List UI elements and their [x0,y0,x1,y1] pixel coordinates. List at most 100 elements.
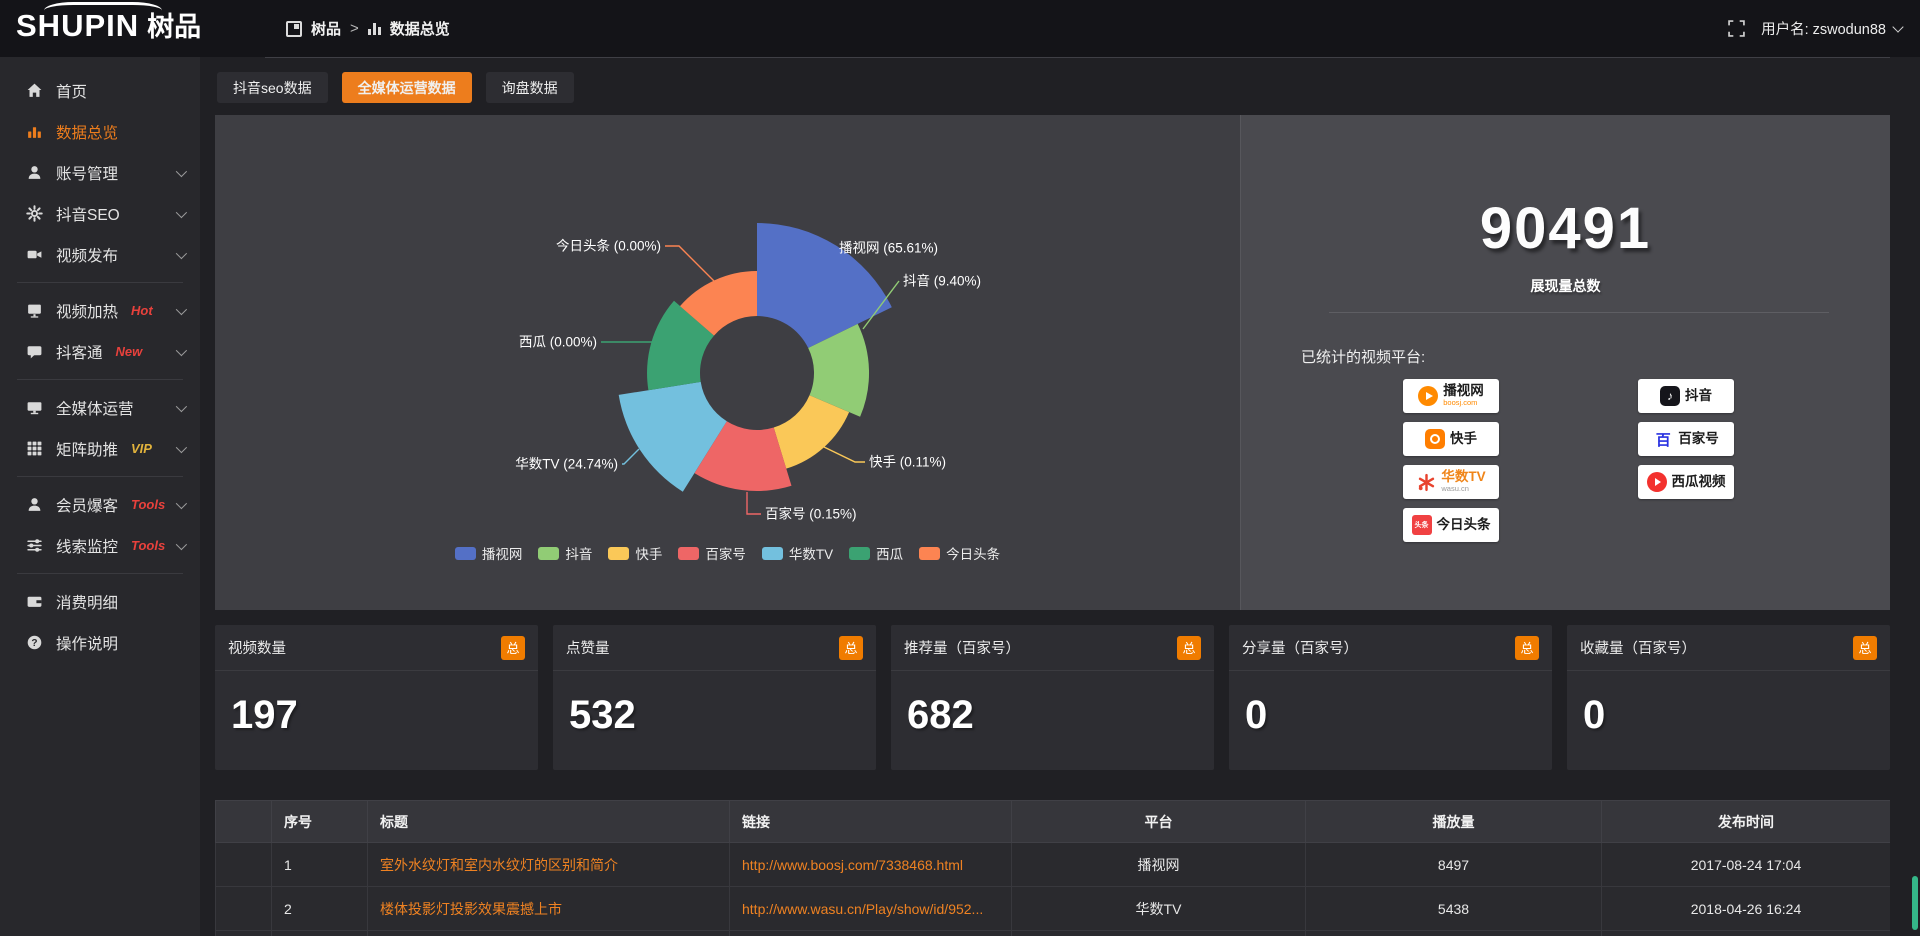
baijiahao-logo-icon: 百 [1653,429,1674,449]
empty-cell [271,930,368,936]
logo-text-en: SHUPIN [16,2,163,43]
sidebar-item-label: 视频发布 [56,247,119,265]
home-icon [26,82,43,99]
total-badge[interactable]: 总 [1177,635,1201,660]
sidebar-item-heat[interactable]: 视频加热 Hot [0,290,200,331]
sidebar-divider [17,573,183,574]
legend-swatch [919,546,941,560]
video-url-link[interactable]: http://www.wasu.cn/Play/show/id/952... [742,900,984,917]
pie-slice-播视网[interactable] [757,223,892,348]
row-index-cell: 1 [271,842,368,887]
sidebar-item-sliders[interactable]: 线索监控 Tools [0,525,200,566]
sidebar: 首页 数据总览 账号管理 抖音SEO 视频发布视频加热 Hot 抖客通 New 全媒体运营 矩阵助… [0,57,200,936]
total-badge[interactable]: 总 [501,635,525,660]
video-url-link[interactable]: http://www.boosj.com/7338468.html [742,856,964,873]
sidebar-item-grid[interactable]: 矩阵助推 VIP [0,428,200,469]
header-divider [265,57,1890,58]
wallet-icon [26,593,43,610]
platform-name: 西瓜视频 [1671,473,1726,489]
pie-slice-抖音[interactable] [808,323,870,417]
legend-item-西瓜[interactable]: 西瓜 [849,543,903,563]
fullscreen-icon[interactable] [1728,20,1745,37]
legend-label: 百家号 [705,547,746,562]
chevron-down-icon [175,247,188,259]
sidebar-item-question[interactable]: ? 操作说明 [0,622,200,663]
pie-slice-西瓜[interactable] [647,300,714,391]
tab-1[interactable]: 抖音seo数据 [217,72,328,103]
platform-badge-boosj: 播视网 boosj.com [1403,379,1499,413]
tab-3[interactable]: 询盘数据 [485,72,574,103]
platform-column: 播视网 boosj.com 快手 华数TV wasu.cn 头条 今日头条 [1403,379,1499,542]
sidebar-item-home[interactable]: 首页 [0,70,200,111]
sidebar-item-badge: Tools [131,497,166,512]
tab-2[interactable]: 全媒体运营数据 [341,72,472,103]
pie-slice-今日头条[interactable] [680,271,757,336]
stat-card-title: 收藏量（百家号） [1580,641,1696,657]
platform-name: 快手 [1450,430,1477,446]
legend-item-播视网[interactable]: 播视网 [454,543,522,563]
user-menu[interactable]: 用户名: zswodun88 [1761,18,1904,39]
sidebar-item-label: 抖客通 [56,344,103,362]
sidebar-item-video[interactable]: 视频发布 [0,234,200,275]
video-url-link-wrap: http://www.boosj.com/7338468.html [729,842,1012,887]
breadcrumb-root[interactable]: 树品 [311,21,342,38]
video-title-link-wrap: 室外水纹灯和室内水纹灯的区别和简介 [367,842,730,887]
sidebar-item-gear[interactable]: 抖音SEO [0,193,200,234]
total-badge[interactable]: 总 [1515,635,1539,660]
row-select-cell [215,886,272,931]
chevron-down-icon [175,441,188,453]
monitor-icon [26,399,43,416]
video-title-link[interactable]: 楼体投影灯投影效果震撼上市 [380,900,562,917]
breadcrumb-current[interactable]: 数据总览 [389,21,450,38]
legend-item-快手[interactable]: 快手 [608,543,662,563]
legend-swatch [761,546,783,560]
published-cell: 2018-04-26 16:24 [1601,886,1890,931]
platform-share-chart-section: 播视网 (65.61%) 抖音 (9.40%) 快手 (0.11%) 百家号 (0.1… [215,115,1240,610]
empty-cell [367,930,730,936]
column-header-6: 发布时间 [1601,800,1890,843]
sidebar-item-user[interactable]: 账号管理 [0,152,200,193]
sidebar-item-chart[interactable]: 数据总览 [0,111,200,152]
sidebar-item-badge: Tools [131,538,166,553]
stat-card-value: 197 [231,693,298,737]
column-header-2: 标题 [367,800,730,843]
sidebar-item-member[interactable]: 会员爆客 Tools [0,484,200,525]
pie-slice-华数TV[interactable] [618,381,727,492]
sidebar-item-monitor[interactable]: 全媒体运营 [0,387,200,428]
legend-item-百家号[interactable]: 百家号 [678,543,746,563]
legend-item-抖音[interactable]: 抖音 [538,543,592,563]
platform-badge-douyin: ♪ 抖音 [1638,379,1734,413]
stat-card-header: 点赞量 总 [553,625,876,671]
video-url-link-wrap: http://www.wasu.cn/Play/show/id/952... [729,886,1012,931]
user-icon [26,164,43,181]
gear-icon [26,205,43,222]
pie-slice-快手[interactable] [773,395,850,469]
platform-name: 抖音 [1685,387,1712,403]
bar-chart-icon [367,22,381,35]
total-badge[interactable]: 总 [1853,635,1877,660]
rose-pie-chart[interactable]: 播视网 (65.61%) 抖音 (9.40%) 快手 (0.11%) 百家号 (0.1… [215,115,1240,575]
legend-item-今日头条[interactable]: 今日头条 [919,543,1000,563]
pie-label-line-快手 [823,446,865,463]
overview-panel: 播视网 (65.61%) 抖音 (9.40%) 快手 (0.11%) 百家号 (0.1… [215,115,1890,610]
legend-label: 快手 [635,547,663,562]
douyin-logo-icon: ♪ [1660,386,1680,406]
breadcrumb-separator: > [350,20,359,37]
boosj-logo-icon [1418,386,1439,406]
video-title-link[interactable]: 室外水纹灯和室内水纹灯的区别和简介 [380,856,618,873]
table-row-partial [215,930,1890,936]
pie-slice-百家号[interactable] [694,421,792,491]
platform-subtext: boosj.com [1443,398,1478,408]
grid-icon [26,440,43,457]
stat-card-4: 分享量（百家号） 总 0 [1229,625,1552,770]
sidebar-item-chat[interactable]: 抖客通 New [0,331,200,372]
scrollbar-thumb[interactable] [1912,876,1918,930]
legend-item-华数TV[interactable]: 华数TV [761,543,833,563]
question-icon: ? [26,634,43,651]
stat-card-header: 推荐量（百家号） 总 [891,625,1214,671]
xigua-logo-icon [1646,472,1667,492]
wasu-logo-icon [1416,472,1436,492]
sidebar-item-wallet[interactable]: 消费明细 [0,581,200,622]
topbar-right: 用户名: zswodun88 [1728,0,1904,57]
total-badge[interactable]: 总 [839,635,863,660]
